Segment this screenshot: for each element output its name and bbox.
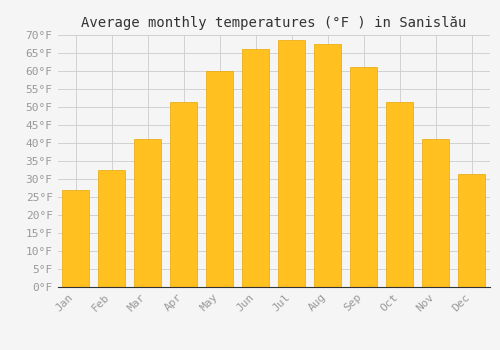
Bar: [350, 68, 378, 287]
Bar: [206, 71, 233, 287]
Bar: [62, 190, 89, 287]
Bar: [458, 174, 485, 287]
Title: Average monthly temperatures (°F ) in Sanislău: Average monthly temperatures (°F ) in Sa…: [81, 16, 466, 30]
Bar: [278, 40, 305, 287]
Bar: [98, 170, 125, 287]
Bar: [134, 139, 161, 287]
Bar: [170, 102, 197, 287]
Bar: [242, 49, 269, 287]
Bar: [422, 139, 450, 287]
Bar: [386, 102, 413, 287]
Bar: [314, 44, 342, 287]
